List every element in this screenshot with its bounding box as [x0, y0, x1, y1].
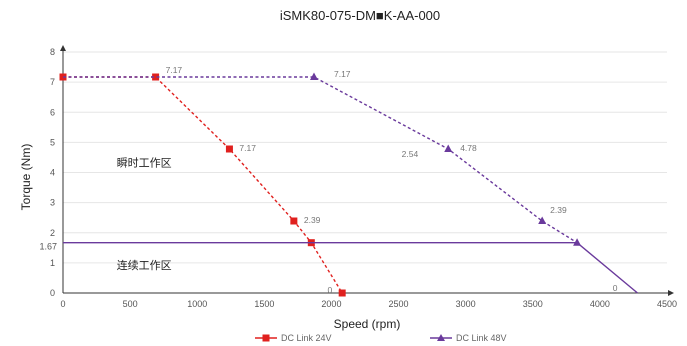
grid	[63, 51, 667, 264]
data-label: 2.39	[550, 205, 567, 215]
x-axis-arrow	[668, 290, 674, 296]
data-label: 0	[613, 283, 618, 293]
y-tick-label: 6	[50, 107, 55, 117]
peak-line	[63, 76, 343, 294]
legend-item: DC Link 48V	[430, 333, 507, 343]
x-tick-label: 4500	[657, 299, 677, 309]
x-axis-label: Speed (rpm)	[334, 317, 401, 331]
region-label: 瞬时工作区	[117, 156, 172, 169]
data-point	[444, 144, 453, 153]
y-tick-label: 5	[50, 137, 55, 147]
y-tick-label: 3	[50, 198, 55, 208]
data-label: 7.17	[239, 143, 256, 153]
y-axis-label: Torque (Nm)	[19, 144, 33, 211]
data-point	[290, 217, 298, 225]
y-tick-label: 7	[50, 77, 55, 87]
y-tick-label: 4	[50, 168, 55, 178]
x-tick-label: 1000	[187, 299, 207, 309]
continuous-level-label: 1.67	[39, 242, 57, 252]
data-label: 4.78	[460, 143, 477, 153]
data-point	[338, 289, 346, 297]
legend: DC Link 24V DC Link 48V	[255, 333, 507, 343]
legend-label: DC Link 48V	[456, 333, 507, 343]
series-dc-link-48v: 7.17 4.78 2.54 2.39 0	[63, 69, 638, 294]
data-label: 2.39	[304, 215, 321, 225]
data-point	[225, 145, 233, 153]
legend-label: DC Link 24V	[281, 333, 332, 343]
x-tick-label: 2000	[321, 299, 341, 309]
data-label: 2.54	[402, 149, 419, 159]
y-tick-label: 0	[50, 288, 55, 298]
x-tick-label: 3000	[456, 299, 476, 309]
x-tick-label: 0	[60, 299, 65, 309]
x-tick-label: 3500	[523, 299, 543, 309]
series-layer: 7.17 7.17 2.39 0 7.17 4.78 2.54 2.39 0	[59, 65, 638, 297]
data-label: 7.17	[334, 69, 351, 79]
axes: 0 1 2 3 4 5 6 7 8 0 500 1000 1500 2000 2500 3000 3500 400…	[39, 45, 677, 309]
y-axis-arrow	[60, 45, 66, 51]
legend-item: DC Link 24V	[255, 333, 332, 343]
data-point	[152, 73, 160, 81]
chart-title: iSMK80-075-DM■K-AA-000	[280, 8, 440, 23]
y-tick-label: 1	[50, 258, 55, 268]
data-point	[309, 72, 318, 81]
x-tick-label: 500	[123, 299, 138, 309]
x-tick-label: 2500	[389, 299, 409, 309]
legend-marker	[437, 334, 445, 341]
legend-marker	[262, 334, 270, 342]
x-tick-label: 1500	[254, 299, 274, 309]
data-point	[538, 216, 547, 225]
data-label: 0	[327, 285, 332, 295]
series-dc-link-24v: 7.17 7.17 2.39 0	[59, 65, 346, 297]
data-point	[573, 238, 582, 246]
region-label: 连续工作区	[117, 258, 172, 272]
x-tick-label: 4000	[590, 299, 610, 309]
y-tick-label: 8	[50, 47, 55, 57]
y-tick-label: 2	[50, 228, 55, 238]
data-label: 7.17	[166, 65, 183, 75]
